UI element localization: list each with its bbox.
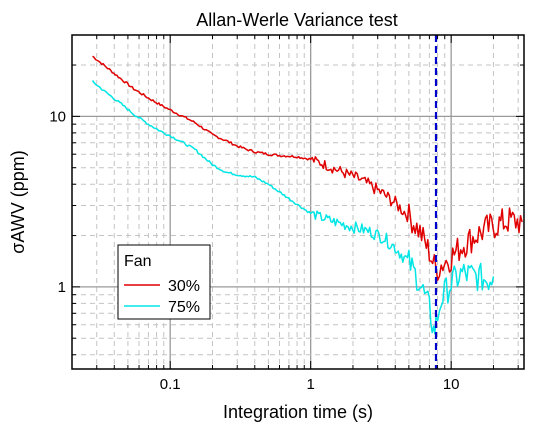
chart-title: Allan-Werle Variance test: [196, 10, 397, 30]
legend-label-75: 75%: [168, 299, 200, 316]
legend: Fan 30% 75%: [117, 244, 211, 320]
y-tick-label: 10: [49, 108, 66, 125]
series-layer: [91, 55, 523, 335]
x-axis-title: Integration time (s): [223, 402, 373, 422]
x-tick-label: 1: [307, 376, 315, 393]
plot-frame: [71, 34, 525, 370]
x-tick-label: 10: [443, 376, 460, 393]
series-line-30: [92, 55, 523, 281]
y-axis-title: σAWV (ppm): [8, 150, 28, 253]
grid-layer: [71, 34, 524, 369]
legend-label-30: 30%: [168, 278, 200, 295]
x-tick-label: 0.1: [160, 376, 181, 393]
legend-title: Fan: [124, 253, 152, 270]
series-line-75: [91, 80, 495, 335]
y-tick-label: 1: [58, 279, 66, 296]
tick-layer: 0.1 1 10 1 10: [49, 34, 524, 393]
